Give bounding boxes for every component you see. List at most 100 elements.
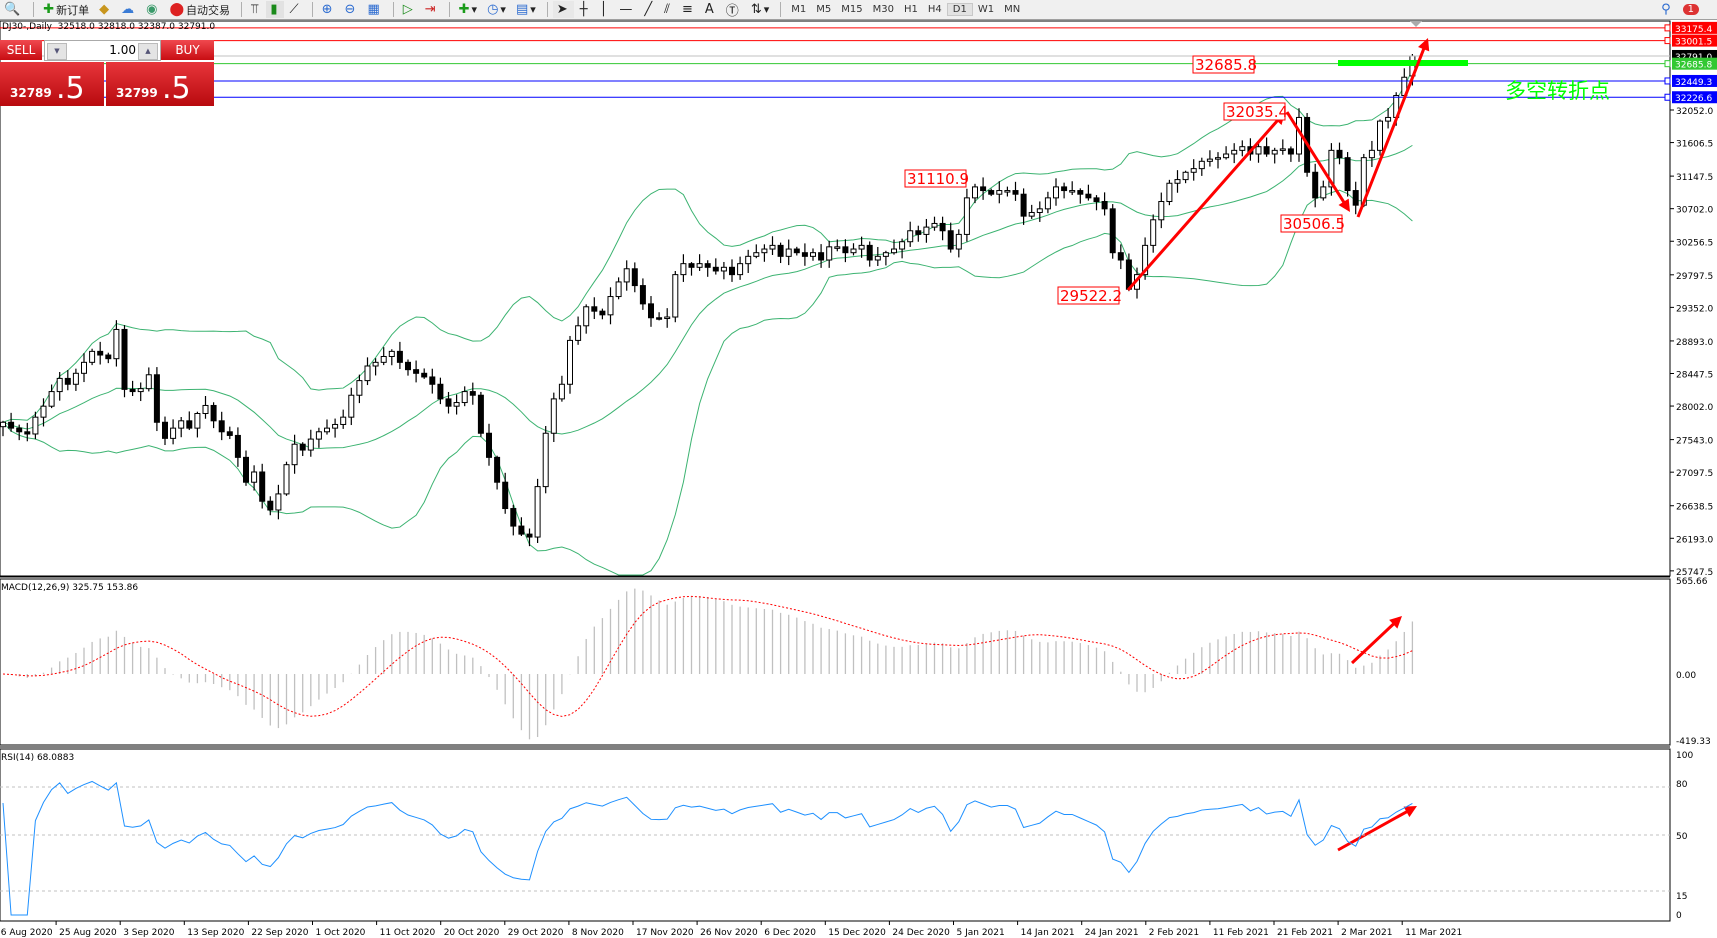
- trendline-button[interactable]: ╱: [640, 1, 658, 18]
- zoom-search-button[interactable]: 🔍: [0, 1, 26, 18]
- candle: [243, 450, 249, 486]
- bull-candle-body: [607, 296, 614, 316]
- price-annotation-label: 30506.5: [1283, 215, 1345, 233]
- fibonacci-button[interactable]: ≡: [678, 1, 699, 18]
- candlestick-icon: ▮: [270, 2, 278, 17]
- candle: [1312, 163, 1319, 208]
- candlestick-button[interactable]: ▮: [266, 1, 284, 18]
- signals-button[interactable]: ◉: [142, 1, 163, 18]
- price-line-label: 32449.3: [1675, 78, 1712, 88]
- lot-size-input[interactable]: ▼ 1.00 ▲: [44, 40, 161, 61]
- cursor-button[interactable]: ➤: [552, 1, 574, 18]
- bull-candle-body: [1255, 146, 1262, 155]
- price-annotation-box: [904, 169, 967, 188]
- indicators-button[interactable]: ✚ ▾: [458, 2, 478, 17]
- arrows-button[interactable]: ⇅ ▾: [750, 2, 770, 17]
- bull-candle-body: [858, 244, 865, 250]
- auto-trading-button[interactable]: ⬤ 自动交易: [165, 1, 234, 18]
- bear-candle-body: [413, 369, 420, 374]
- bull-candle-body: [623, 268, 630, 283]
- bull-candle-body: [1142, 244, 1149, 276]
- horizontal-line-button[interactable]: —: [615, 1, 638, 18]
- timeframe-m5[interactable]: M5: [816, 4, 832, 15]
- timeframe-h1[interactable]: H1: [903, 4, 918, 15]
- bar-chart-button[interactable]: ⫪: [247, 1, 264, 18]
- candle: [162, 416, 168, 446]
- candle: [137, 382, 144, 402]
- bear-candle-body: [186, 420, 193, 429]
- arrow-head: [1403, 806, 1417, 818]
- equidistant-channel-button[interactable]: ⫽: [660, 1, 676, 18]
- bull-candle-body: [810, 252, 816, 257]
- lot-decrease-button[interactable]: ▼: [47, 43, 67, 60]
- candle: [113, 320, 120, 367]
- bull-candle-body: [380, 355, 387, 363]
- search-button[interactable]: ⚲: [1657, 1, 1677, 18]
- new-order-button[interactable]: ✚ 新订单: [39, 1, 93, 18]
- candle: [907, 221, 914, 247]
- vertical-line-icon: │: [599, 2, 608, 17]
- notifications-button[interactable]: 1: [1679, 1, 1703, 18]
- tile-windows-button[interactable]: ▦: [363, 1, 385, 18]
- bull-candle-body: [826, 246, 833, 261]
- bear-candle-body: [1077, 190, 1084, 195]
- timeframe-m15[interactable]: M15: [841, 4, 863, 15]
- candle: [1044, 191, 1051, 214]
- price-annotation-label: 32685.8: [1195, 56, 1257, 74]
- toolbar-divider: [311, 2, 313, 17]
- candle: [704, 260, 711, 277]
- buy-button[interactable]: BUY: [161, 40, 214, 60]
- magnifier-icon: 🔍: [4, 2, 21, 17]
- bull-candle-body: [32, 416, 39, 435]
- candle: [866, 241, 873, 267]
- text-button[interactable]: A: [701, 1, 720, 18]
- timeframe-mn[interactable]: MN: [1004, 4, 1021, 15]
- metaeditor-button[interactable]: ◆: [95, 1, 115, 18]
- vertical-line-button[interactable]: │: [596, 1, 614, 18]
- candle: [1109, 204, 1116, 259]
- bull-candle-body: [89, 350, 96, 363]
- bull-candle-body: [315, 431, 322, 440]
- trendline-icon: ╱: [644, 2, 653, 17]
- price-axis-label: 29797.5: [1676, 272, 1713, 282]
- buy-price-button[interactable]: 32799 .5: [106, 62, 214, 106]
- periods-button[interactable]: ◷ ▾: [487, 2, 506, 17]
- price-axis-label: 31147.5: [1676, 173, 1713, 183]
- one-click-trading-panel: SELL ▼ 1.00 ▲ BUY 32789 .5 32799 .5: [0, 40, 214, 106]
- autoscroll-button[interactable]: ▷: [399, 1, 419, 18]
- timeframe-d1[interactable]: D1: [946, 3, 973, 16]
- zoom-in-button[interactable]: ⊕: [318, 1, 339, 18]
- timeframe-w1[interactable]: W1: [977, 4, 995, 15]
- candle: [648, 296, 654, 327]
- bull-candle-body: [542, 432, 549, 488]
- candle: [1150, 214, 1157, 253]
- timeframe-m30[interactable]: M30: [872, 4, 894, 15]
- cursor-icon: ➤: [556, 2, 568, 17]
- sell-button[interactable]: SELL: [0, 40, 42, 60]
- timeframe-h4[interactable]: H4: [927, 4, 942, 15]
- bull-candle-body: [194, 413, 201, 429]
- text-label-button[interactable]: Ⓣ: [722, 1, 745, 19]
- bear-candle-body: [226, 431, 233, 436]
- crosshair-button[interactable]: ┼: [576, 1, 594, 18]
- templates-button[interactable]: ▤ ▾: [515, 2, 536, 17]
- zoom-out-button[interactable]: ⊖: [341, 1, 362, 18]
- bear-candle-body: [793, 248, 800, 254]
- price-annotation-box: [1280, 214, 1343, 233]
- toolbar-divider: [33, 2, 35, 17]
- candle: [32, 411, 39, 440]
- price-axis-label: 32052.0: [1676, 107, 1713, 117]
- bear-candle-body: [648, 303, 654, 319]
- lot-increase-button[interactable]: ▲: [138, 43, 158, 60]
- cloud-button[interactable]: ☁: [117, 1, 140, 18]
- date-axis-label: 1 Oct 2020: [316, 928, 366, 938]
- date-axis-label: 15 Dec 2020: [828, 928, 886, 938]
- sell-price-button[interactable]: 32789 .5: [0, 62, 104, 106]
- chart-shift-button[interactable]: ⇥: [421, 1, 442, 18]
- candle: [1077, 188, 1084, 204]
- timeframe-m1[interactable]: M1: [791, 4, 807, 15]
- bull-candle-body: [1320, 186, 1327, 199]
- line-chart-button[interactable]: ⟋: [286, 1, 305, 18]
- candle: [761, 244, 768, 262]
